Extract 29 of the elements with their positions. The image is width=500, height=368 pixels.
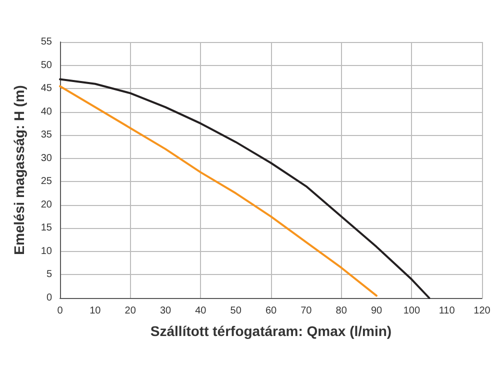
x-tick-label: 110 (438, 306, 456, 316)
x-tick-label: 30 (160, 306, 172, 316)
y-tick-label: 45 (40, 83, 52, 94)
x-tick-label: 50 (230, 306, 242, 316)
line-series (59, 78, 430, 299)
x-tick-label: 40 (195, 306, 207, 316)
x-tick-label: 0 (57, 306, 64, 316)
x-tick-label: 120 (474, 306, 491, 316)
y-tick-label: 5 (46, 269, 52, 280)
x-tick-label: 80 (336, 306, 348, 316)
y-tick-label: 35 (40, 130, 52, 141)
y-tick-label: 20 (40, 199, 52, 210)
y-tick-label: 10 (40, 246, 52, 257)
line-series (59, 85, 378, 297)
x-tick-label: 90 (370, 306, 382, 316)
x-tick-label: 10 (90, 306, 102, 316)
y-tick-label: 0 (46, 292, 52, 304)
x-tick-label: 70 (300, 306, 312, 316)
x-tick-label: 20 (124, 306, 136, 316)
y-tick-label: 40 (40, 106, 52, 118)
y-tick-label: 15 (40, 222, 52, 234)
y-tick-label: 30 (40, 152, 52, 164)
y-tick-label: 50 (40, 60, 52, 71)
x-tick-label: 60 (265, 306, 277, 316)
x-axis-title: Szállított térfogatáram: Qmax (l/min) (150, 323, 392, 339)
x-tick-label: 100 (403, 306, 420, 316)
y-tick-label: 25 (40, 176, 52, 188)
y-axis-title: Emelési magasság: H (m) (11, 85, 27, 255)
y-tick-label: 55 (40, 36, 52, 48)
